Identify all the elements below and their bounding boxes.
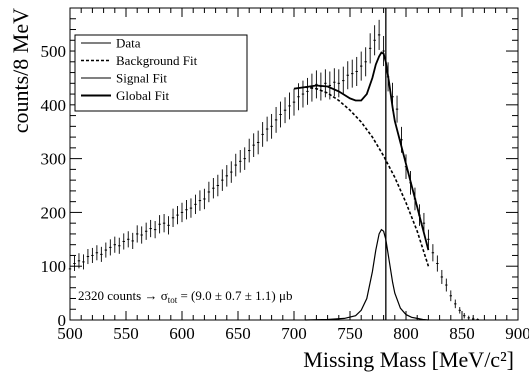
y-tick-label: 300	[41, 150, 67, 169]
signal-fit-curve	[305, 228, 429, 321]
x-tick-label: 900	[505, 324, 529, 343]
legend-box	[74, 34, 248, 112]
x-axis-label: Missing Mass [MeV/c²]	[303, 347, 514, 372]
fit-curves	[293, 51, 430, 321]
x-tick-label: 500	[57, 324, 83, 343]
legend-label-background-fit: Background Fit	[116, 53, 198, 68]
x-tick-label: 850	[449, 324, 475, 343]
background-fit-curve	[305, 86, 430, 267]
y-tick-label: 200	[41, 203, 67, 222]
y-tick-label: 400	[41, 96, 67, 115]
legend-label-signal-fit: Signal Fit	[116, 71, 167, 86]
legend-label-data: Data	[116, 36, 141, 51]
annotation-prefix: 2320 counts → σ	[78, 288, 168, 303]
y-tick-label: 100	[41, 257, 67, 276]
legend: Data Background Fit Signal Fit Global Fit	[74, 34, 248, 112]
y-tick-label: 0	[58, 311, 67, 330]
data-points	[68, 19, 479, 320]
global-fit-curve	[293, 51, 430, 251]
x-tick-label: 750	[337, 324, 363, 343]
annotation-suffix: = (9.0 ± 0.7 ± 1.1) μb	[177, 288, 292, 303]
x-tick-label: 550	[113, 324, 139, 343]
annotation-subscript: tot	[168, 295, 178, 305]
cross-section-annotation: 2320 counts → σtot = (9.0 ± 0.7 ± 1.1) μ…	[78, 288, 292, 305]
y-tick-label: 500	[41, 42, 67, 61]
x-tick-label: 800	[393, 324, 419, 343]
axes: 500 550 600 650 700 750 800 850 900 0 100 200 300 400…	[41, 8, 529, 343]
x-tick-label: 600	[169, 324, 195, 343]
x-tick-label: 650	[225, 324, 251, 343]
legend-label-global-fit: Global Fit	[116, 88, 169, 103]
x-tick-label: 700	[281, 324, 307, 343]
y-axis-label: counts/8 MeV	[8, 8, 33, 133]
